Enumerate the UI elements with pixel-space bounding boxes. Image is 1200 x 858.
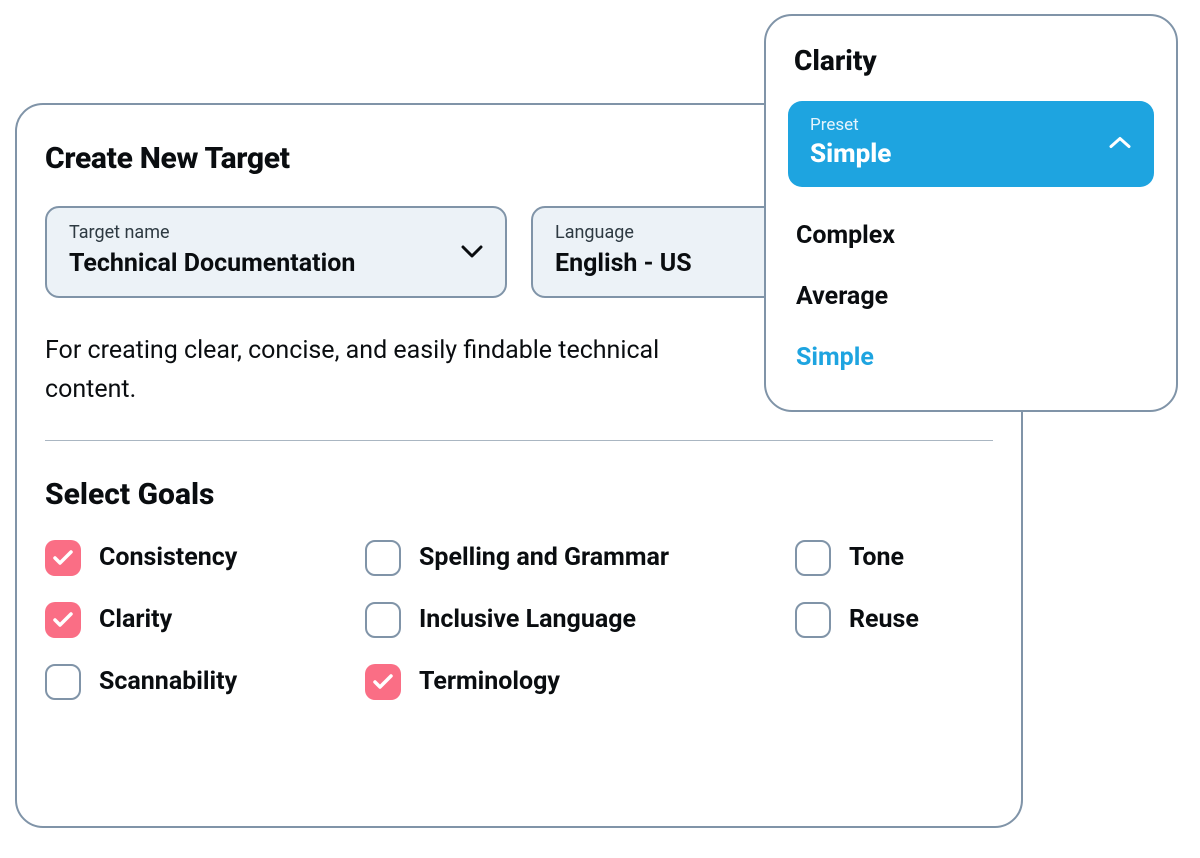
preset-select[interactable]: Preset Simple: [788, 101, 1154, 187]
goal-item[interactable]: Inclusive Language: [365, 602, 795, 638]
goal-item[interactable]: Tone: [795, 540, 995, 576]
preset-option[interactable]: Average: [788, 266, 1154, 327]
goal-item[interactable]: Consistency: [45, 540, 365, 576]
clarity-popover: Clarity Preset Simple ComplexAverageSimp…: [764, 14, 1178, 412]
checkbox-unchecked-icon[interactable]: [365, 540, 401, 576]
preset-option[interactable]: Simple: [788, 327, 1154, 388]
chevron-down-icon: [461, 245, 483, 259]
goal-label: Consistency: [99, 543, 237, 572]
goal-item[interactable]: Clarity: [45, 602, 365, 638]
goal-label: Terminology: [419, 667, 560, 696]
checkbox-unchecked-icon[interactable]: [45, 664, 81, 700]
checkbox-checked-icon[interactable]: [45, 602, 81, 638]
divider: [45, 440, 993, 441]
preset-option[interactable]: Complex: [788, 205, 1154, 266]
checkbox-unchecked-icon[interactable]: [795, 602, 831, 638]
goal-label: Spelling and Grammar: [419, 543, 669, 572]
target-description: For creating clear, concise, and easily …: [45, 332, 665, 410]
preset-label: Preset: [810, 115, 1132, 135]
checkbox-checked-icon[interactable]: [365, 664, 401, 700]
target-name-select[interactable]: Target name Technical Documentation: [45, 206, 507, 298]
goal-item[interactable]: Reuse: [795, 602, 995, 638]
chevron-up-icon: [1108, 135, 1132, 154]
preset-value: Simple: [810, 139, 1132, 169]
popover-title: Clarity: [794, 44, 1154, 77]
goal-label: Clarity: [99, 605, 172, 634]
goals-grid: Consistency Spelling and Grammar Tone Clari…: [45, 540, 993, 700]
goal-label: Tone: [849, 543, 904, 572]
goal-label: Scannability: [99, 667, 237, 696]
goal-label: Inclusive Language: [419, 605, 636, 634]
checkbox-unchecked-icon[interactable]: [795, 540, 831, 576]
preset-options: ComplexAverageSimple: [788, 205, 1154, 388]
goals-title: Select Goals: [45, 477, 993, 512]
goal-item[interactable]: Scannability: [45, 664, 365, 700]
goal-item[interactable]: Spelling and Grammar: [365, 540, 795, 576]
checkbox-unchecked-icon[interactable]: [365, 602, 401, 638]
goal-label: Reuse: [849, 605, 919, 634]
checkbox-checked-icon[interactable]: [45, 540, 81, 576]
goal-item[interactable]: Terminology: [365, 664, 795, 700]
target-name-label: Target name: [69, 222, 485, 243]
target-name-value: Technical Documentation: [69, 249, 485, 278]
